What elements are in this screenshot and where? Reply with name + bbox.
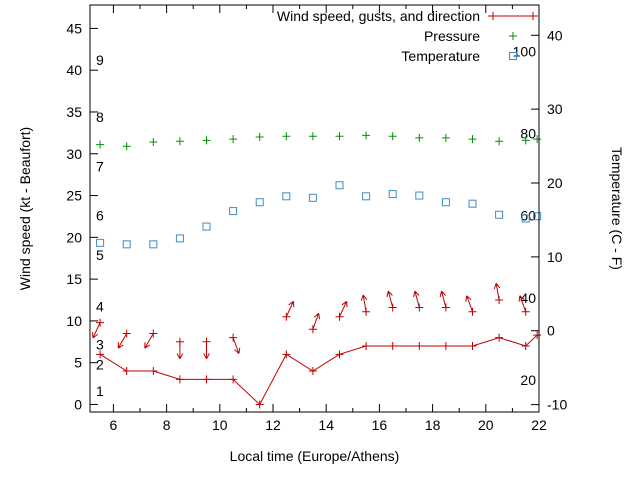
x-tick-label: 8 xyxy=(163,417,171,433)
y-left-tick-label: 45 xyxy=(66,20,82,36)
legend: Wind speed, gusts, and direction Pressure… xyxy=(277,8,538,64)
y-left-tick-label: 35 xyxy=(66,104,82,120)
x-tick-label: 6 xyxy=(110,417,118,433)
x-tick-label: 10 xyxy=(212,417,228,433)
beaufort-label: 3 xyxy=(96,336,104,352)
x-tick-label: 18 xyxy=(425,417,441,433)
y-left-tick-label: 10 xyxy=(66,313,82,329)
legend-label: Pressure xyxy=(424,28,480,44)
x-tick-label: 14 xyxy=(318,417,334,433)
fahrenheit-label: 100 xyxy=(513,44,537,60)
fahrenheit-label: 60 xyxy=(520,208,536,224)
beaufort-label: 6 xyxy=(96,208,104,224)
fahrenheit-scale-labels: 20 40 60 80 100 xyxy=(513,44,537,389)
y-left-tick-label: 25 xyxy=(66,188,82,204)
wind-speed-series xyxy=(96,331,542,409)
y-right-tick-label: 20 xyxy=(547,175,563,191)
x-tick-label: 12 xyxy=(265,417,281,433)
y-axis-left: 0 5 10 15 20 25 30 35 40 45 xyxy=(66,20,98,412)
plot-border xyxy=(89,4,540,413)
fahrenheit-label: 80 xyxy=(520,126,536,142)
y-right-axis-title: Temperature (C - F) xyxy=(609,147,625,270)
fahrenheit-label: 40 xyxy=(520,290,536,306)
beaufort-label: 5 xyxy=(96,247,104,263)
x-axis: 6 8 10 12 14 16 18 20 22 xyxy=(110,5,547,433)
x-axis-title: Local time (Europe/Athens) xyxy=(230,448,400,464)
gust-direction-series xyxy=(92,282,530,360)
beaufort-label: 9 xyxy=(96,52,104,68)
y-right-tick-label: 30 xyxy=(547,101,563,117)
y-left-tick-label: 15 xyxy=(66,271,82,287)
pressure-series xyxy=(96,131,542,151)
beaufort-label: 4 xyxy=(96,299,104,315)
y-right-tick-label: 10 xyxy=(547,249,563,265)
y-axis-right: -10 0 10 20 30 40 xyxy=(531,27,567,413)
y-left-tick-label: 20 xyxy=(66,229,82,245)
beaufort-scale-labels: 1 2 3 4 5 6 7 8 9 xyxy=(96,52,104,399)
y-right-tick-label: -10 xyxy=(547,397,567,413)
temperature-series xyxy=(96,181,542,249)
fahrenheit-label: 20 xyxy=(520,372,536,388)
x-tick-label: 20 xyxy=(478,417,494,433)
beaufort-label: 1 xyxy=(96,383,104,399)
y-left-tick-label: 0 xyxy=(74,396,82,412)
y-left-axis-title: Wind speed (kt - Beaufort) xyxy=(17,127,33,290)
y-left-tick-label: 40 xyxy=(66,62,82,78)
beaufort-label: 8 xyxy=(96,109,104,125)
y-left-tick-label: 5 xyxy=(74,355,82,371)
beaufort-label: 2 xyxy=(96,356,104,372)
y-right-tick-label: 0 xyxy=(547,323,555,339)
beaufort-label: 7 xyxy=(96,158,104,174)
x-tick-label: 22 xyxy=(531,417,547,433)
y-right-tick-label: 40 xyxy=(547,27,563,43)
legend-label: Wind speed, gusts, and direction xyxy=(277,8,480,24)
x-tick-label: 16 xyxy=(372,417,388,433)
y-left-tick-label: 30 xyxy=(66,146,82,162)
legend-label: Temperature xyxy=(401,48,480,64)
